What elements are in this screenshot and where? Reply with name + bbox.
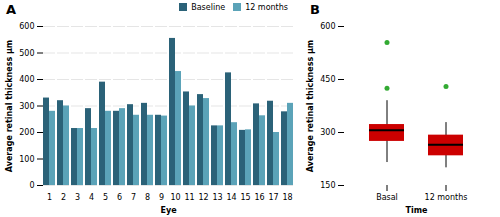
svg-text:5: 5 [103, 193, 108, 202]
html-text:B: B [310, 1, 320, 17]
html-text:12 months: 12 months [245, 2, 288, 12]
svg-text:16: 16 [254, 193, 264, 202]
svg-text:Average retinal thickness μm: Average retinal thickness μm [5, 40, 14, 172]
svg-text:Basal: Basal [376, 193, 398, 202]
svg-text:9: 9 [159, 193, 164, 202]
svg-text:200: 200 [19, 128, 34, 137]
svg-text:600: 600 [19, 22, 34, 31]
svg-text:13: 13 [212, 193, 222, 202]
svg-text:12 months: 12 months [425, 193, 468, 202]
svg-text:300: 300 [19, 102, 34, 111]
svg-text:150: 150 [320, 181, 335, 190]
svg-text:11: 11 [184, 193, 194, 202]
svg-text:12: 12 [198, 193, 208, 202]
svg-text:Average retinal thickness μm: Average retinal thickness μm [306, 40, 315, 172]
html-text:A: A [6, 1, 17, 17]
svg-text:500: 500 [19, 49, 34, 58]
svg-text:0: 0 [29, 181, 34, 190]
svg-text:7: 7 [131, 193, 136, 202]
svg-text:17: 17 [268, 193, 278, 202]
svg-text:2: 2 [61, 193, 66, 202]
svg-text:Eye: Eye [160, 206, 177, 215]
svg-text:4: 4 [89, 193, 94, 202]
svg-text:400: 400 [19, 75, 34, 84]
svg-text:300: 300 [320, 128, 335, 137]
svg-text:1: 1 [47, 193, 52, 202]
svg-text:10: 10 [170, 193, 180, 202]
svg-text:18: 18 [282, 193, 292, 202]
html-text:Baseline: Baseline [191, 2, 226, 12]
svg-text:Time: Time [406, 206, 429, 215]
svg-text:6: 6 [117, 193, 122, 202]
svg-text:450: 450 [320, 75, 335, 84]
svg-text:3: 3 [75, 193, 80, 202]
svg-text:14: 14 [226, 193, 236, 202]
svg-text:600: 600 [320, 22, 335, 31]
svg-text:8: 8 [145, 193, 150, 202]
svg-text:100: 100 [19, 155, 34, 164]
svg-text:15: 15 [240, 193, 250, 202]
